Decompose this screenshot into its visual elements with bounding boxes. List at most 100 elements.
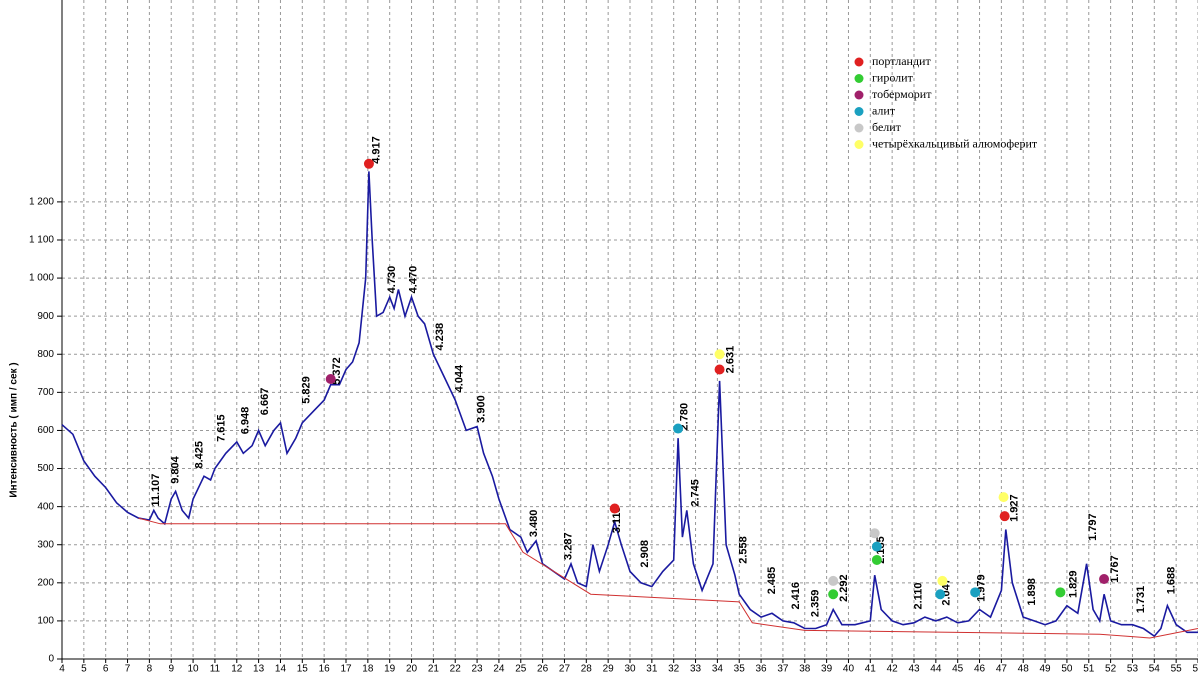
phase-marker [1099, 574, 1110, 585]
phase-marker [325, 374, 336, 385]
x-tick-label: 39 [821, 664, 833, 673]
phase-marker [363, 158, 374, 169]
x-tick-label: 8 [147, 664, 153, 673]
legend-label: портландит [872, 54, 931, 68]
legend-label: четырёхкальцивый алюмоферит [872, 136, 1038, 150]
x-tick-label: 43 [908, 664, 920, 673]
x-tick-label: 40 [843, 664, 855, 673]
phase-marker [714, 364, 725, 375]
x-tick-label: 13 [253, 664, 265, 673]
x-tick-label: 46 [974, 664, 986, 673]
y-tick-label: 1 100 [29, 235, 54, 246]
peak-label: 2.631 [724, 346, 736, 374]
peak-label: 1.767 [1109, 555, 1121, 583]
peak-label: 4.238 [434, 323, 446, 351]
legend-label: алит [872, 103, 896, 117]
x-tick-label: 32 [668, 664, 680, 673]
peak-label: 3.480 [528, 510, 540, 538]
peak-label: 2.416 [790, 582, 802, 610]
phase-marker [970, 587, 981, 598]
x-tick-label: 53 [1127, 664, 1139, 673]
peak-label: 2.110 [912, 583, 924, 610]
x-tick-label: 30 [624, 664, 636, 673]
legend-label: гиролит [872, 70, 914, 84]
x-tick-label: 47 [996, 664, 1008, 673]
phase-marker [935, 589, 946, 600]
x-tick-label: 54 [1149, 664, 1161, 673]
x-tick-label: 42 [887, 664, 899, 673]
x-tick-label: 29 [603, 664, 615, 673]
x-tick-label: 45 [952, 664, 964, 673]
peak-label: 4.470 [408, 266, 420, 294]
x-tick-label: 48 [1018, 664, 1030, 673]
x-tick-label: 33 [690, 664, 702, 673]
peak-label: 6.667 [259, 388, 271, 416]
x-tick-label: 18 [362, 664, 374, 673]
peak-label: 6.948 [239, 407, 251, 435]
x-tick-label: 36 [756, 664, 768, 673]
y-tick-label: 1 000 [29, 273, 54, 284]
x-tick-label: 27 [559, 664, 571, 673]
phase-marker [937, 575, 948, 586]
x-tick-label: 34 [712, 664, 724, 673]
y-tick-label: 1 200 [29, 197, 54, 208]
x-tick-label: 52 [1105, 664, 1117, 673]
x-tick-label: 28 [581, 664, 593, 673]
x-tick-label: 23 [472, 664, 484, 673]
peak-label: 1.797 [1087, 513, 1099, 541]
peak-label: 4.730 [386, 266, 398, 294]
x-tick-label: 19 [384, 664, 396, 673]
y-tick-label: 100 [37, 616, 54, 627]
data-line [61, 171, 1198, 638]
x-tick-label: 11 [210, 664, 221, 673]
x-tick-label: 4 [59, 664, 65, 673]
x-tick-label: 20 [406, 664, 418, 673]
x-tick-label: 35 [734, 664, 746, 673]
y-tick-label: 0 [48, 654, 54, 665]
peak-label: 1.731 [1135, 586, 1147, 614]
peak-label: 9.804 [170, 455, 182, 483]
x-tick-label: 38 [799, 664, 811, 673]
y-axis-label: Интенсивность ( имп / сек ) [9, 362, 20, 497]
x-tick-label: 56 [1192, 664, 1198, 673]
x-tick-label: 50 [1061, 664, 1073, 673]
x-tick-label: 9 [168, 664, 174, 673]
peak-label: 4.917 [370, 136, 382, 164]
legend-swatch [854, 107, 864, 116]
peak-label: 2.558 [738, 536, 750, 564]
peak-label: 3.287 [563, 532, 575, 560]
x-tick-label: 49 [1040, 664, 1052, 673]
x-tick-label: 44 [930, 664, 942, 673]
legend-swatch [854, 123, 864, 133]
phase-marker [871, 541, 882, 552]
x-tick-label: 51 [1083, 664, 1095, 673]
x-tick-label: 31 [646, 664, 658, 673]
y-tick-label: 300 [37, 539, 54, 550]
peak-label: 2.292 [838, 574, 850, 602]
y-tick-label: 600 [37, 425, 54, 436]
legend-swatch [854, 140, 864, 149]
legend-label: тоберморит [872, 87, 932, 101]
peak-label: 2.359 [810, 590, 822, 618]
peak-label: 4.044 [454, 364, 466, 392]
peak-label: 3.900 [475, 395, 487, 423]
x-tick-label: 55 [1171, 664, 1183, 673]
phase-marker [714, 349, 725, 360]
x-tick-label: 16 [319, 664, 331, 673]
x-tick-label: 7 [125, 664, 131, 673]
legend-label: белит [872, 120, 902, 134]
x-tick-label: 37 [777, 664, 789, 673]
peak-label: 5.829 [301, 376, 313, 404]
x-tick-label: 22 [450, 664, 462, 673]
y-tick-label: 400 [37, 501, 54, 512]
peak-label: 2.745 [689, 479, 701, 507]
peak-label: 2.780 [679, 403, 691, 431]
peak-label: 7.615 [215, 414, 227, 442]
x-tick-label: 12 [231, 664, 243, 673]
x-tick-label: 6 [103, 664, 109, 673]
peak-label: 1.927 [1008, 494, 1020, 522]
legend-swatch [854, 57, 864, 67]
x-tick-label: 10 [188, 664, 200, 673]
y-tick-label: 700 [37, 387, 54, 398]
